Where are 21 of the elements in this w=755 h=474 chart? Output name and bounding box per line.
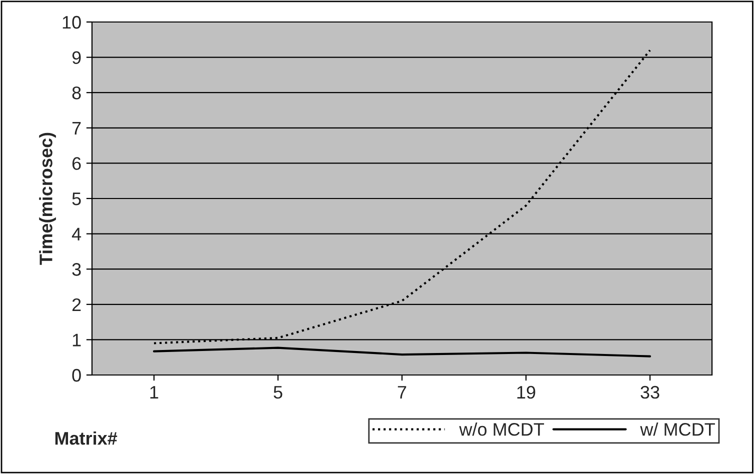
y-tick-label: 10 xyxy=(62,16,81,29)
y-tick-label: 3 xyxy=(72,263,81,276)
y-tick-label: 5 xyxy=(72,192,81,206)
y-tick-label: 6 xyxy=(72,157,81,170)
y-tick-label: 1 xyxy=(72,334,81,346)
y-tick-label: 8 xyxy=(72,86,81,100)
y-tick-label: 2 xyxy=(72,298,81,311)
x-tick-label: 5 xyxy=(274,386,282,399)
y-tick-label: 9 xyxy=(72,51,81,64)
x-tick-label: 7 xyxy=(398,386,406,398)
line-series xyxy=(152,346,652,358)
y-tick-label: 0 xyxy=(72,368,81,382)
y-tick-label: 4 xyxy=(72,228,82,240)
x-tick-label: 33 xyxy=(640,386,660,399)
x-axis-title: Matrix# xyxy=(55,431,118,445)
legend-label: w/ MCDT xyxy=(640,422,715,436)
y-axis-title: Time(microsec) xyxy=(39,132,56,265)
y-tick-label: 7 xyxy=(72,122,81,134)
legend-label: w/o MCDT xyxy=(459,422,544,436)
x-tick-label: 1 xyxy=(150,386,158,398)
x-tick-label: 19 xyxy=(517,386,536,399)
